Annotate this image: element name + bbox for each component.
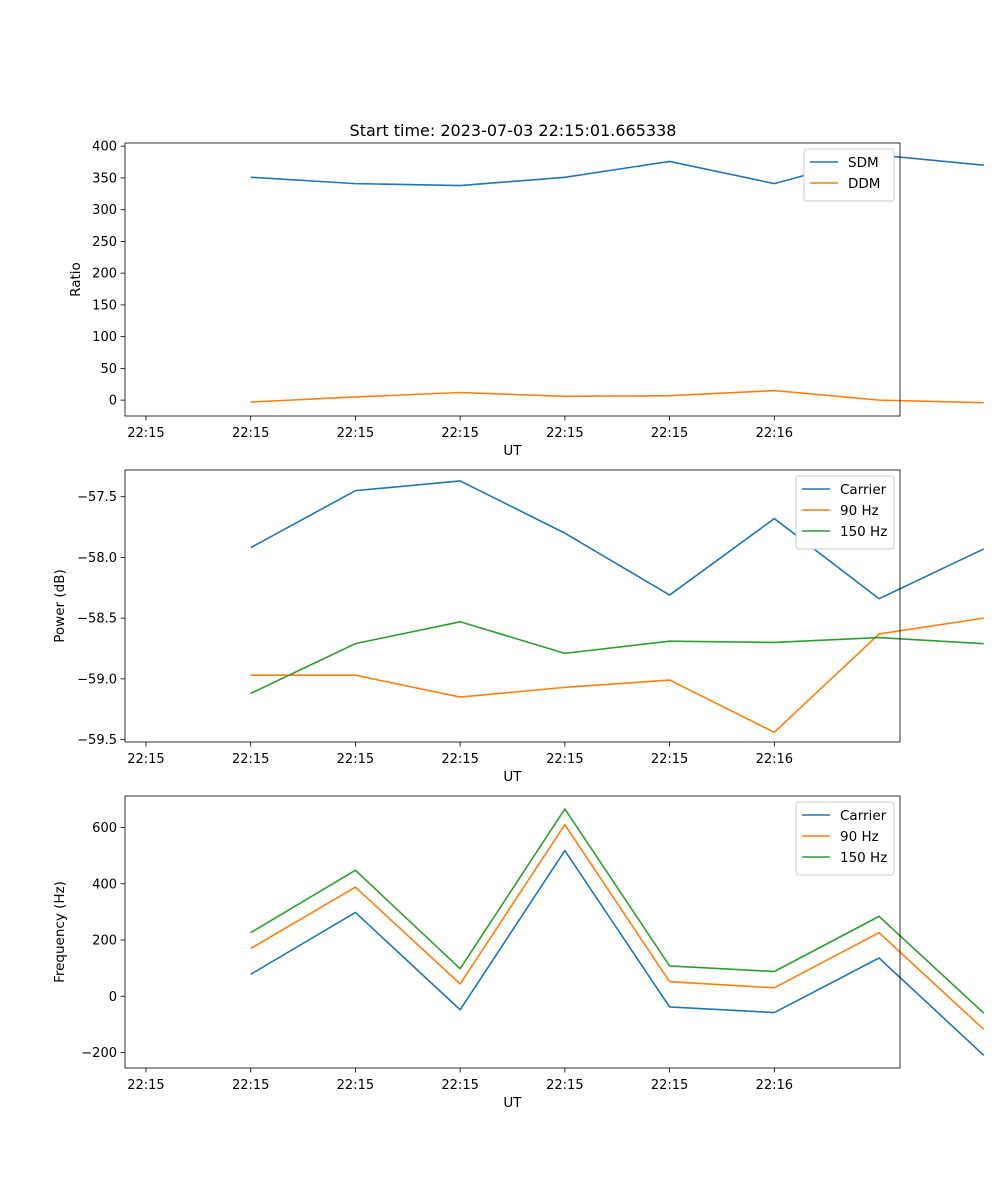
chart-panel-3: 22:15 22:15 22:15 22:15 22:15 22:15 22:16 −200 0… [52, 795, 985, 1111]
axes-frame [124, 142, 901, 417]
y-axis-label: Frequency (Hz) [52, 881, 68, 983]
x-tick-label: 22:15 [232, 752, 269, 767]
x-tick-label: 22:15 [546, 1078, 583, 1093]
y-tick-label: 50 [100, 362, 117, 377]
chart-panel-1: 22:15 22:15 22:15 22:15 22:15 22:15 22:16 0 50 10… [68, 140, 984, 459]
y-tick-label: −59.0 [77, 672, 117, 687]
legend-entry: Carrier [840, 482, 887, 498]
legend: Carrier 90 Hz 150 Hz [795, 801, 895, 876]
chart-panel-2: 22:15 22:15 22:15 22:15 22:15 22:15 22:16 −59.5… [52, 469, 985, 785]
x-tick-label: 22:15 [441, 426, 478, 441]
legend-entry: DDM [848, 176, 880, 192]
y-tick-label: 600 [92, 821, 117, 836]
x-tick-label: 22:16 [756, 1078, 793, 1093]
x-tick-label: 22:15 [651, 752, 688, 767]
legend: SDM DDM [803, 148, 895, 202]
x-tick-label: 22:15 [232, 426, 269, 441]
y-tick-label: −200 [81, 1046, 117, 1061]
legend-entry: 90 Hz [840, 829, 879, 845]
panels: 22:15 22:15 22:15 22:15 22:15 22:15 22:16 0 50 10… [52, 140, 985, 1111]
legend-entry: 150 Hz [840, 850, 887, 866]
y-tick-label: 400 [92, 140, 117, 155]
x-tick-label: 22:16 [756, 426, 793, 441]
x-axis-label: UT [503, 1095, 522, 1111]
x-tick-label: 22:15 [441, 752, 478, 767]
y-tick-label: 200 [92, 934, 117, 949]
x-axis-label: UT [503, 443, 522, 459]
y-tick-label: 400 [92, 877, 117, 892]
x-tick-label: 22:15 [337, 1078, 374, 1093]
y-tick-label: 0 [109, 990, 117, 1005]
series-line-90-hz [250, 823, 985, 1031]
y-axis-label: Ratio [68, 262, 84, 297]
x-tick-label: 22:15 [127, 752, 164, 767]
y-tick-label: 250 [92, 235, 117, 250]
legend: Carrier 90 Hz 150 Hz [795, 475, 895, 550]
series-line-90-hz [250, 617, 984, 734]
y-tick-label: −59.5 [77, 733, 117, 748]
x-tick-label: 22:15 [127, 1078, 164, 1093]
series-line-150-hz [250, 620, 984, 695]
y-tick-label: −58.0 [77, 551, 117, 566]
x-tick-label: 22:15 [441, 1078, 478, 1093]
series-line-150-hz [250, 808, 985, 1014]
x-tick-label: 22:15 [232, 1078, 269, 1093]
series-line-carrier [250, 480, 985, 600]
y-tick-label: 100 [92, 330, 117, 345]
series-line-ddm [250, 389, 984, 404]
y-tick-label: 0 [109, 394, 117, 409]
y-axis-label: Power (dB) [52, 569, 68, 642]
legend-entry: 90 Hz [840, 503, 879, 519]
x-tick-label: 22:15 [127, 426, 164, 441]
x-axis-label: UT [503, 769, 522, 785]
axes-frame [124, 469, 901, 743]
x-tick-label: 22:15 [546, 752, 583, 767]
x-tick-label: 22:15 [337, 752, 374, 767]
axes-frame [124, 795, 901, 1069]
y-tick-label: 300 [92, 203, 117, 218]
y-tick-label: 200 [92, 267, 117, 282]
x-tick-label: 22:15 [546, 426, 583, 441]
y-tick-label: 350 [92, 171, 117, 186]
figure-title: Start time: 2023-07-03 22:15:01.665338 [350, 121, 677, 140]
y-tick-label: −58.5 [77, 612, 117, 627]
y-tick-label: −57.5 [77, 490, 117, 505]
legend-entry: Carrier [840, 808, 887, 824]
y-tick-label: 150 [92, 298, 117, 313]
x-tick-label: 22:15 [651, 426, 688, 441]
series-line-carrier [250, 849, 985, 1056]
x-tick-label: 22:15 [337, 426, 374, 441]
x-tick-label: 22:16 [756, 752, 793, 767]
legend-entry: 150 Hz [840, 524, 887, 540]
legend-entry: SDM [848, 155, 879, 171]
x-tick-label: 22:15 [651, 1078, 688, 1093]
